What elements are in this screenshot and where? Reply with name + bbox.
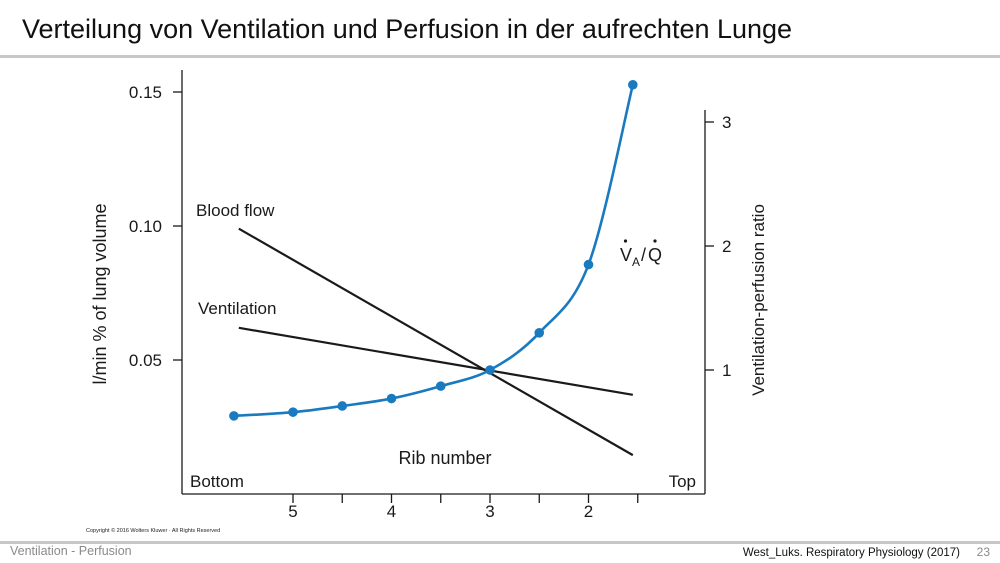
series-line-ventilation	[238, 326, 634, 396]
right-axis-tick-label: 3	[722, 113, 731, 132]
series-label-blood-flow: Blood flow	[196, 201, 275, 220]
vaq-point	[534, 328, 545, 338]
vaq-point	[628, 80, 638, 90]
x-axis-tick-label: 2	[584, 502, 593, 521]
left-axis-tick-label: 0.10	[129, 217, 162, 236]
vaq-dot-v	[623, 239, 628, 243]
left-axis-tick-label: 0.05	[129, 351, 162, 370]
vaq-label-v: V	[620, 245, 632, 265]
left-axis-label: l/min % of lung volume	[90, 203, 110, 384]
vaq-point	[337, 401, 348, 411]
series-label-ventilation: Ventilation	[198, 299, 276, 318]
vaq-point	[583, 259, 594, 270]
vaq-point	[485, 365, 495, 375]
right-axis-label: Ventilation-perfusion ratio	[749, 204, 768, 396]
vaq-label-slash: /	[641, 245, 646, 265]
vaq-dot-q	[653, 239, 657, 243]
right-axis-tick-label: 2	[722, 237, 731, 256]
x-axis-top-label: Top	[669, 472, 696, 491]
title-divider	[0, 55, 1000, 58]
x-axis-bottom-label: Bottom	[190, 472, 244, 491]
series-line-vaq	[233, 84, 635, 418]
series-line-blood-flow	[238, 227, 634, 457]
vaq-label-subscript: A	[632, 255, 640, 269]
chart-axes	[181, 70, 706, 495]
x-axis-tick-label: 4	[387, 502, 396, 521]
x-axis-tick-label: 5	[288, 502, 297, 521]
x-axis-label: Rib number	[398, 448, 491, 468]
vaq-point	[435, 381, 446, 391]
slide-title: Verteilung von Ventilation und Perfusion…	[22, 14, 793, 44]
copyright-notice: Copyright © 2016 Wolters Kluwer · All Ri…	[86, 528, 221, 534]
footer-citation: West_Luks. Respiratory Physiology (2017)	[742, 547, 960, 559]
vaq-point	[229, 411, 239, 421]
chart-ticks: 0.15 0.10 0.05 3 2 1 5 4 3 2	[129, 83, 732, 521]
chart-labels: Rib number Bottom Top l/min % of lung vo…	[90, 201, 768, 491]
vaq-point	[288, 407, 298, 417]
footer-section-label: Ventilation - Perfusion	[10, 544, 132, 558]
right-axis-tick-label: 1	[722, 361, 731, 380]
chart-series	[229, 80, 638, 457]
left-axis-tick-label: 0.15	[129, 83, 162, 102]
series-label-vaq: V A / Q	[620, 239, 662, 269]
footer-divider	[0, 541, 1000, 544]
vaq-label-q: Q	[648, 245, 662, 265]
vaq-point	[386, 393, 397, 404]
page-number: 23	[976, 545, 990, 559]
x-axis-tick-label: 3	[485, 502, 494, 521]
